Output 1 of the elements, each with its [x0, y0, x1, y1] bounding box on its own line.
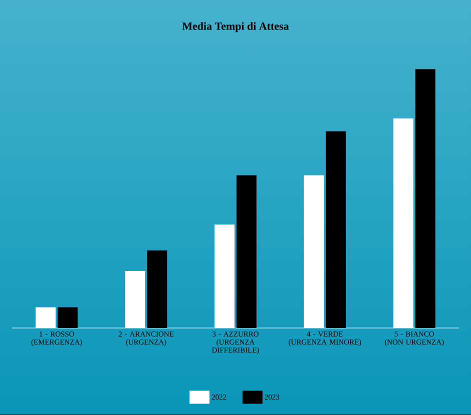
chart-title: Media Tempi di Attesa — [182, 22, 289, 32]
